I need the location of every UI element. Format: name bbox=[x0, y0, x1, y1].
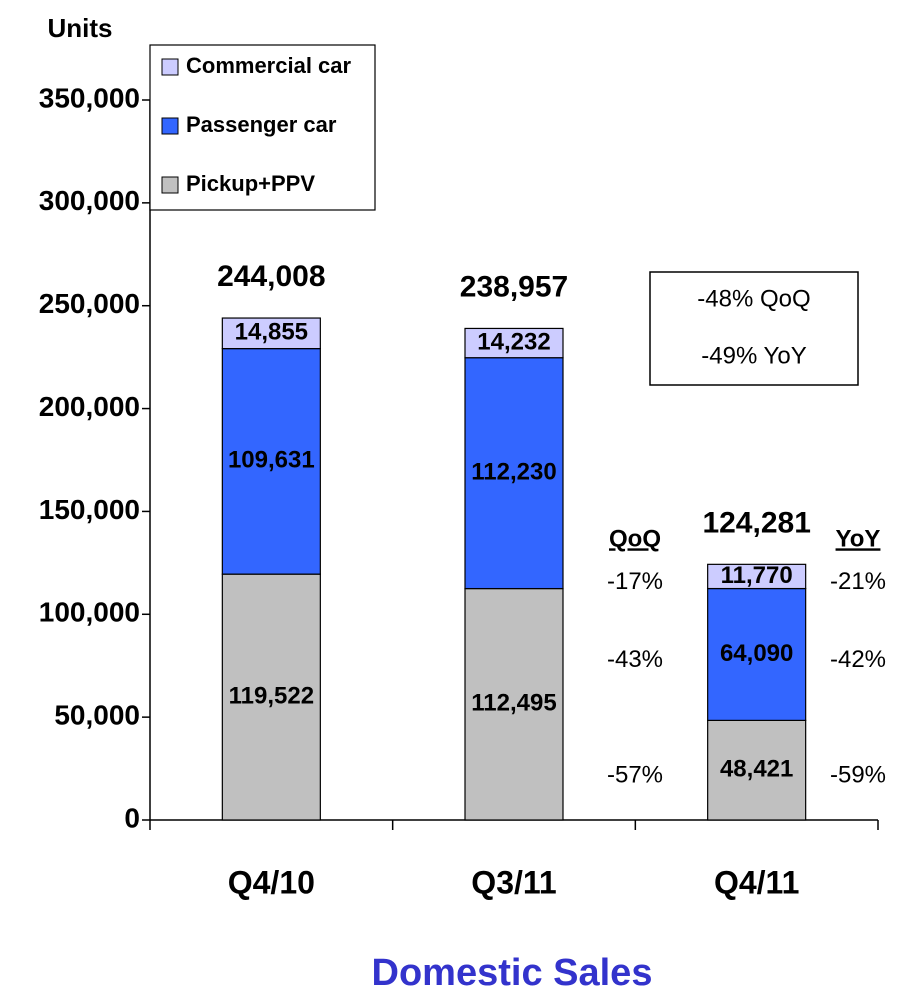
summary-text: -48% QoQ bbox=[697, 285, 810, 312]
data-label: 109,631 bbox=[228, 447, 315, 474]
bar-segment bbox=[707, 563, 807, 590]
x-tick-label: Q4/10 bbox=[228, 864, 315, 900]
legend-label: Passenger car bbox=[186, 112, 337, 137]
data-label: 112,230 bbox=[471, 458, 556, 485]
chart-title: Domestic Sales bbox=[372, 952, 653, 994]
legend-label: Commercial car bbox=[186, 53, 352, 78]
data-label: 48,421 bbox=[720, 756, 793, 783]
yoy-value: -42% bbox=[830, 646, 886, 673]
bar-segment bbox=[707, 587, 807, 721]
bar-segment bbox=[221, 573, 321, 821]
legend-swatch bbox=[161, 58, 179, 76]
yoy-value: -59% bbox=[830, 762, 886, 789]
qoq-value: -43% bbox=[607, 646, 663, 673]
qoq-header: QoQ bbox=[609, 525, 661, 552]
y-tick-label: 150,000 bbox=[39, 494, 140, 525]
legend-box bbox=[149, 44, 376, 211]
qoq-value: -17% bbox=[607, 568, 663, 595]
total-label: 238,957 bbox=[460, 270, 568, 303]
total-label: 244,008 bbox=[217, 260, 325, 293]
y-tick-label: 50,000 bbox=[54, 700, 140, 731]
data-label: 14,232 bbox=[477, 328, 550, 355]
y-tick-label: 0 bbox=[124, 802, 140, 833]
data-label: 112,495 bbox=[471, 690, 556, 717]
summary-text: -49% YoY bbox=[701, 342, 806, 369]
yoy-value: -21% bbox=[830, 568, 886, 595]
bar-segment bbox=[221, 317, 321, 350]
bar-segment bbox=[464, 587, 564, 821]
bar-segment bbox=[707, 719, 807, 821]
legend-swatch bbox=[161, 176, 179, 194]
legend-swatch bbox=[161, 117, 179, 135]
total-label: 124,281 bbox=[702, 506, 810, 539]
qoq-value: -57% bbox=[607, 762, 663, 789]
summary-box bbox=[649, 271, 859, 386]
bar-segment bbox=[221, 347, 321, 575]
data-label: 119,522 bbox=[229, 682, 314, 709]
y-tick-label: 300,000 bbox=[39, 185, 140, 216]
y-tick-label: 100,000 bbox=[39, 597, 140, 628]
y-tick-label: 200,000 bbox=[39, 391, 140, 422]
legend-label: Pickup+PPV bbox=[186, 171, 315, 196]
data-label: 14,855 bbox=[235, 319, 308, 346]
y-axis-label: Units bbox=[48, 13, 113, 43]
data-label: 11,770 bbox=[721, 562, 793, 589]
x-tick-label: Q4/11 bbox=[714, 864, 799, 900]
y-tick-label: 350,000 bbox=[39, 82, 140, 113]
bar-segment bbox=[464, 357, 564, 590]
y-tick-label: 250,000 bbox=[39, 288, 140, 319]
bar-segment bbox=[464, 327, 564, 359]
yoy-header: YoY bbox=[836, 525, 881, 552]
data-label: 64,090 bbox=[720, 640, 793, 667]
x-tick-label: Q3/11 bbox=[471, 864, 556, 900]
